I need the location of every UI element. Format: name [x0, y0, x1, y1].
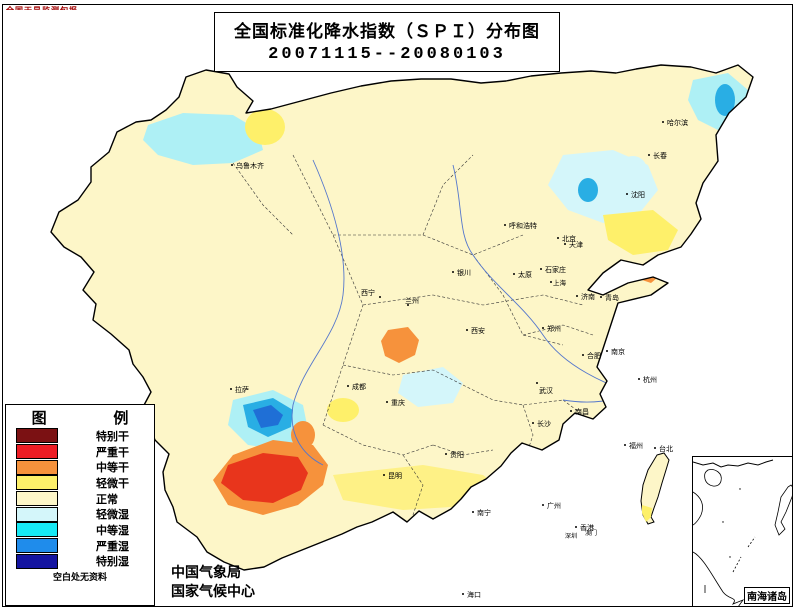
- svg-text:呼和浩特: 呼和浩特: [509, 221, 537, 230]
- svg-text:天津: 天津: [569, 241, 583, 249]
- svg-text:石家庄: 石家庄: [545, 265, 566, 274]
- svg-text:合肥: 合肥: [587, 351, 601, 360]
- svg-text:广州: 广州: [547, 501, 561, 510]
- svg-text:沈阳: 沈阳: [631, 190, 645, 199]
- svg-text:哈尔滨: 哈尔滨: [667, 118, 688, 127]
- svg-text:兰州: 兰州: [405, 296, 419, 305]
- svg-text:澳门: 澳门: [585, 529, 597, 537]
- svg-text:南昌: 南昌: [575, 407, 589, 416]
- svg-text:长沙: 长沙: [537, 419, 551, 428]
- svg-text:重庆: 重庆: [391, 398, 405, 407]
- svg-text:拉萨: 拉萨: [235, 385, 249, 394]
- svg-text:西安: 西安: [471, 326, 485, 335]
- svg-text:银川: 银川: [457, 268, 471, 277]
- svg-text:上海: 上海: [553, 278, 567, 287]
- svg-text:海口: 海口: [467, 590, 481, 599]
- svg-text:南宁: 南宁: [477, 508, 491, 517]
- svg-text:南京: 南京: [611, 347, 625, 356]
- svg-text:济南: 济南: [581, 292, 595, 301]
- svg-text:福州: 福州: [629, 441, 643, 450]
- svg-text:成都: 成都: [352, 382, 366, 391]
- svg-text:昆明: 昆明: [388, 472, 402, 480]
- svg-text:青岛: 青岛: [605, 293, 619, 302]
- svg-text:太原: 太原: [518, 270, 532, 279]
- svg-text:贵阳: 贵阳: [450, 450, 464, 459]
- svg-text:长春: 长春: [653, 151, 667, 160]
- svg-text:武汉: 武汉: [539, 386, 553, 395]
- svg-text:郑州: 郑州: [547, 325, 561, 333]
- svg-text:杭州: 杭州: [643, 375, 657, 384]
- svg-text:乌鲁木齐: 乌鲁木齐: [236, 161, 264, 170]
- svg-text:西宁: 西宁: [361, 288, 375, 297]
- svg-text:深圳: 深圳: [565, 532, 577, 540]
- svg-text:台北: 台北: [659, 444, 673, 453]
